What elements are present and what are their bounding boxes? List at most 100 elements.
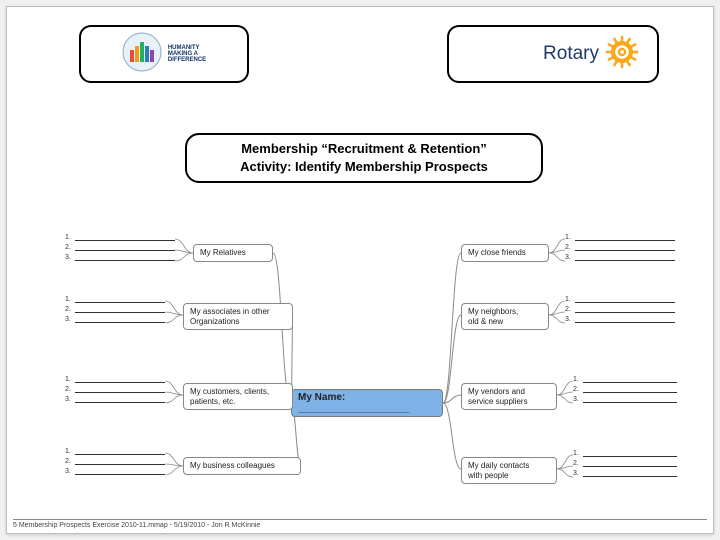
prospect-row: 1. — [65, 375, 165, 383]
branch-node-neighbors: My neighbors, old & new — [461, 303, 549, 330]
prospect-row: 2. — [65, 243, 175, 251]
prospect-number: 1. — [565, 296, 573, 303]
prospect-blank-line — [75, 457, 165, 465]
prospect-number: 3. — [65, 254, 73, 261]
prospect-number: 2. — [573, 386, 581, 393]
prospect-row: 1. — [573, 449, 677, 457]
prospect-row: 2. — [573, 459, 677, 467]
prospect-blank-line — [75, 447, 165, 455]
prospect-blank-line — [575, 253, 675, 261]
prospect-row: 3. — [573, 395, 677, 403]
prospect-number: 1. — [573, 376, 581, 383]
prospect-row: 2. — [65, 457, 165, 465]
logo-humanity-box: HUMANITY MAKING A DIFFERENCE — [79, 25, 249, 83]
humanity-tagline: HUMANITY MAKING A DIFFERENCE — [168, 45, 206, 63]
prospect-row: 1. — [65, 447, 165, 455]
center-node-my-name: My Name: ____________________ — [291, 389, 443, 417]
prospect-row: 2. — [65, 385, 165, 393]
prospect-blank-line — [583, 449, 677, 457]
logo-rotary-box: Rotary — [447, 25, 659, 83]
title-line-1: Membership “Recruitment & Retention” — [241, 140, 487, 158]
prospect-row: 3. — [573, 469, 677, 477]
prospect-list-customers: 1. 2. 3. — [65, 375, 165, 405]
prospect-number: 1. — [65, 448, 73, 455]
branch-node-relatives: My Relatives — [193, 244, 273, 262]
prospect-number: 2. — [565, 244, 573, 251]
prospect-blank-line — [75, 385, 165, 393]
title-box: Membership “Recruitment & Retention” Act… — [185, 133, 543, 183]
prospect-list-neighbors: 1. 2. 3. — [565, 295, 675, 325]
prospect-row: 3. — [65, 395, 165, 403]
prospect-number: 1. — [65, 376, 73, 383]
prospect-number: 2. — [565, 306, 573, 313]
branch-node-colleagues: My business colleagues — [183, 457, 301, 475]
prospect-number: 3. — [565, 254, 573, 261]
prospect-list-friends: 1. 2. 3. — [565, 233, 675, 263]
branch-node-daily: My daily contacts with people — [461, 457, 557, 484]
prospect-blank-line — [75, 315, 165, 323]
prospect-row: 3. — [565, 253, 675, 261]
prospect-number: 1. — [573, 450, 581, 457]
prospect-blank-line — [583, 385, 677, 393]
humanity-globe-icon — [122, 32, 162, 77]
prospect-blank-line — [575, 233, 675, 241]
prospect-blank-line — [575, 243, 675, 251]
prospect-row: 1. — [565, 233, 675, 241]
prospect-number: 3. — [65, 396, 73, 403]
prospect-row: 1. — [65, 233, 175, 241]
prospect-number: 2. — [65, 244, 73, 251]
prospect-blank-line — [75, 243, 175, 251]
prospect-row: 1. — [65, 295, 165, 303]
prospect-blank-line — [75, 295, 165, 303]
prospect-number: 3. — [65, 316, 73, 323]
prospect-row: 2. — [65, 305, 165, 313]
branch-node-friends: My close friends — [461, 244, 549, 262]
prospect-blank-line — [583, 459, 677, 467]
branch-node-customers: My customers, clients, patients, etc. — [183, 383, 293, 410]
prospect-number: 2. — [65, 458, 73, 465]
prospect-list-daily: 1. 2. 3. — [573, 449, 677, 479]
prospect-number: 1. — [65, 296, 73, 303]
branch-node-vendors: My vendors and service suppliers — [461, 383, 557, 410]
prospect-row: 3. — [65, 253, 175, 261]
prospect-blank-line — [583, 395, 677, 403]
prospect-number: 2. — [65, 306, 73, 313]
prospect-list-vendors: 1. 2. 3. — [573, 375, 677, 405]
title-line-2: Activity: Identify Membership Prospects — [240, 158, 488, 176]
prospect-blank-line — [75, 233, 175, 241]
rotary-wordmark: Rotary — [543, 43, 599, 65]
prospect-blank-line — [75, 305, 165, 313]
prospect-number: 2. — [573, 460, 581, 467]
prospect-blank-line — [75, 395, 165, 403]
rotary-gear-icon — [605, 35, 639, 74]
prospect-blank-line — [75, 467, 165, 475]
prospect-blank-line — [575, 315, 675, 323]
prospect-blank-line — [75, 375, 165, 383]
prospect-number: 1. — [565, 234, 573, 241]
prospect-row: 3. — [565, 315, 675, 323]
footer-text: 5 Membership Prospects Exercise 2010-11.… — [13, 519, 707, 529]
slide-frame: HUMANITY MAKING A DIFFERENCE Rotary — [6, 6, 714, 534]
prospect-row: 3. — [65, 315, 165, 323]
prospect-number: 3. — [65, 468, 73, 475]
prospect-row: 2. — [573, 385, 677, 393]
prospect-row: 2. — [565, 243, 675, 251]
prospect-blank-line — [583, 469, 677, 477]
prospect-row: 1. — [565, 295, 675, 303]
branch-node-associates: My associates in other Organizations — [183, 303, 293, 330]
prospect-number: 2. — [65, 386, 73, 393]
prospect-row: 2. — [565, 305, 675, 313]
prospect-list-associates: 1. 2. 3. — [65, 295, 165, 325]
prospect-blank-line — [583, 375, 677, 383]
prospect-number: 3. — [565, 316, 573, 323]
prospect-number: 1. — [65, 234, 73, 241]
prospect-blank-line — [575, 305, 675, 313]
prospect-row: 1. — [573, 375, 677, 383]
prospect-row: 3. — [65, 467, 165, 475]
center-node-label: My Name: ____________________ — [298, 392, 436, 414]
prospect-list-colleagues: 1. 2. 3. — [65, 447, 165, 477]
prospect-blank-line — [75, 253, 175, 261]
prospect-number: 3. — [573, 470, 581, 477]
prospect-blank-line — [575, 295, 675, 303]
prospect-number: 3. — [573, 396, 581, 403]
